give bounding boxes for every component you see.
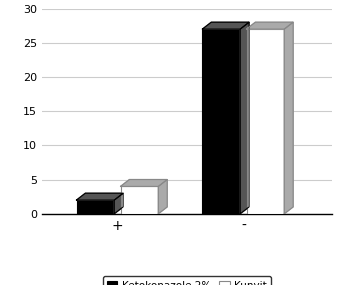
Bar <box>246 29 284 214</box>
Polygon shape <box>158 180 167 214</box>
Bar <box>202 29 240 214</box>
Bar <box>121 186 158 214</box>
Polygon shape <box>202 22 249 29</box>
Polygon shape <box>246 22 293 29</box>
Polygon shape <box>76 193 123 200</box>
Legend: Ketokonazole 2%, Kunyit: Ketokonazole 2%, Kunyit <box>103 276 270 285</box>
Polygon shape <box>240 22 249 214</box>
Bar <box>76 200 114 214</box>
Polygon shape <box>114 193 123 214</box>
Polygon shape <box>121 180 167 186</box>
Polygon shape <box>284 22 293 214</box>
